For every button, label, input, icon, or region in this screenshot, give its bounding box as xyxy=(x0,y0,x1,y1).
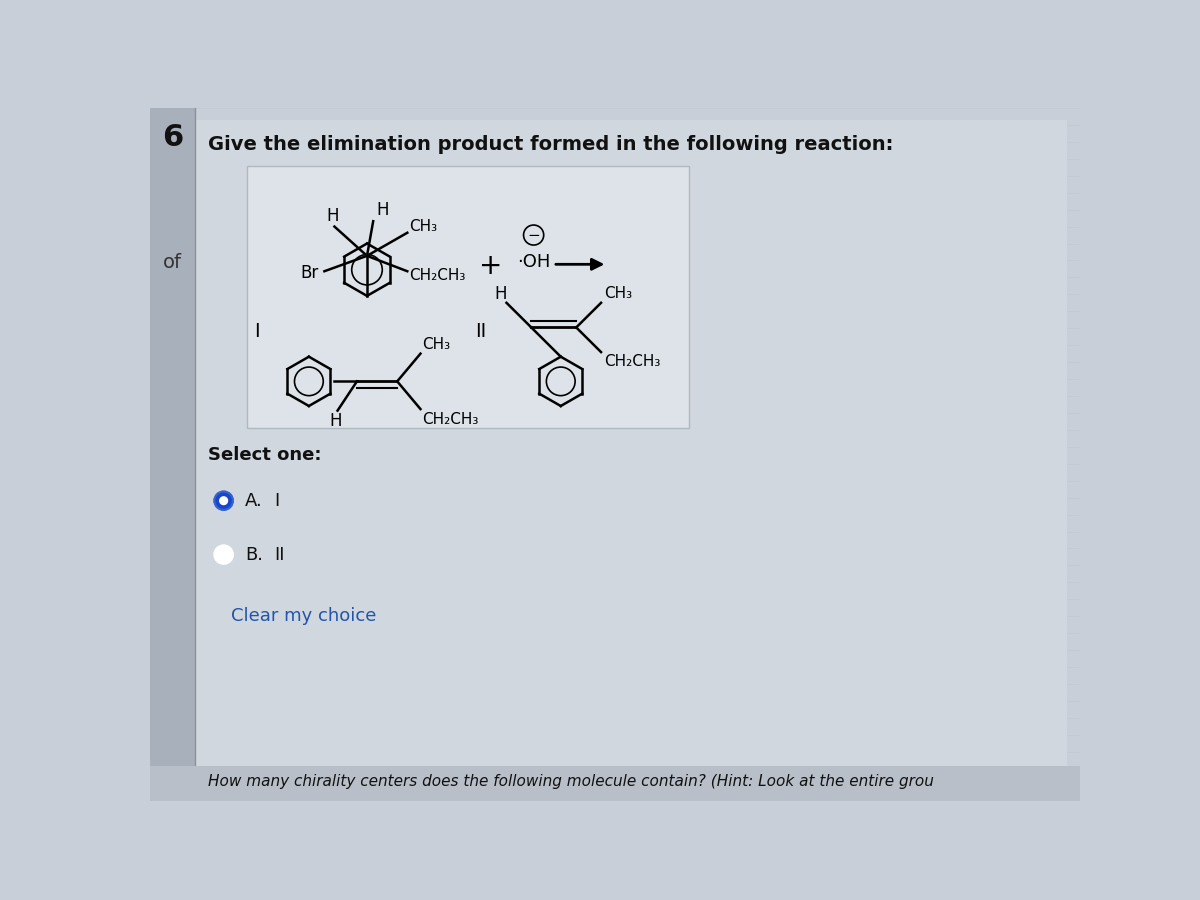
Circle shape xyxy=(215,491,233,510)
Text: H: H xyxy=(329,412,342,430)
Circle shape xyxy=(220,497,228,505)
Text: B.: B. xyxy=(245,545,263,563)
Text: CH₃: CH₃ xyxy=(422,337,450,352)
Text: H: H xyxy=(377,202,389,220)
Text: of: of xyxy=(163,253,182,272)
Text: CH₂CH₃: CH₂CH₃ xyxy=(422,412,479,427)
Text: Br: Br xyxy=(300,264,318,282)
Bar xyxy=(247,166,689,428)
Text: +: + xyxy=(479,252,503,280)
Text: 6: 6 xyxy=(162,122,184,152)
Text: CH₂CH₃: CH₂CH₃ xyxy=(604,354,660,369)
Text: CH₃: CH₃ xyxy=(604,286,632,302)
Text: CH₃: CH₃ xyxy=(409,219,438,234)
Bar xyxy=(150,108,194,801)
Bar xyxy=(150,767,1080,801)
Text: −: − xyxy=(527,228,540,242)
Text: Select one:: Select one: xyxy=(208,446,322,464)
Text: How many chirality centers does the following molecule contain? (Hint: Look at t: How many chirality centers does the foll… xyxy=(208,774,934,789)
Circle shape xyxy=(215,545,233,563)
Text: II: II xyxy=(475,322,487,341)
Text: I: I xyxy=(274,491,280,509)
Text: Give the elimination product formed in the following reaction:: Give the elimination product formed in t… xyxy=(208,136,894,155)
Text: II: II xyxy=(274,545,284,563)
Text: H: H xyxy=(326,207,340,225)
Text: ⋅OH: ⋅OH xyxy=(517,253,551,271)
Text: CH₂CH₃: CH₂CH₃ xyxy=(409,267,466,283)
Text: A.: A. xyxy=(245,491,263,509)
Text: Clear my choice: Clear my choice xyxy=(232,608,377,625)
Text: I: I xyxy=(254,322,260,341)
Text: H: H xyxy=(494,284,506,302)
